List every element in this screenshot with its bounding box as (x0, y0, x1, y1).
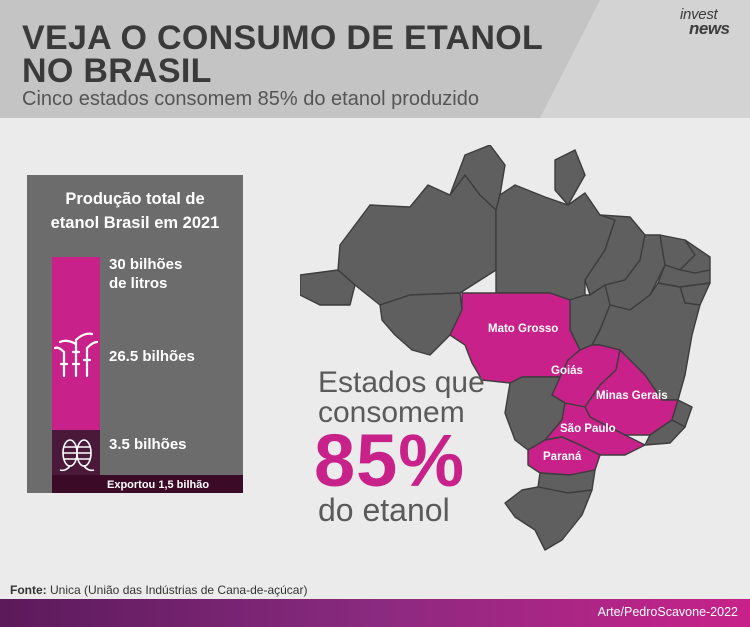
state-amazonas (337, 174, 497, 306)
sugarcane-icon (54, 332, 98, 378)
state-label-sao-paulo: São Paulo (560, 423, 616, 435)
total-production-label: 30 bilhões de litros (109, 256, 183, 292)
state-label-mato-grosso: Mato Grosso (488, 323, 559, 335)
statement-line-1: Estados que (318, 366, 485, 399)
domestic-volume-label: 26.5 bilhões (109, 348, 195, 365)
state-label-parana: Paraná (543, 451, 582, 463)
state-rio-grande-do-sul (504, 486, 593, 551)
statement-line-2: consomem (318, 396, 465, 429)
statement-line-3: do etanol (318, 492, 450, 528)
page-subtitle: Cinco estados consomem 85% do etanol pro… (22, 88, 479, 110)
source-text: Unica (União das Indústrias de Cana-de-a… (46, 583, 308, 597)
header-panel (0, 0, 600, 118)
state-label-goias: Goiás (551, 365, 583, 377)
art-credit: Arte/PedroScavone-2022 (597, 605, 738, 619)
card-title: Produção total de etanol Brasil em 2021 (50, 190, 220, 232)
logo-text-invest: invest (680, 6, 718, 23)
exported-note: Exportou 1,5 bilhão (107, 479, 210, 491)
percentage-highlight: 85% (314, 419, 466, 502)
footer-bar: Arte/PedroScavone-2022 (0, 599, 750, 627)
state-rondonia (379, 292, 463, 356)
states-statement: Estados que consomem (318, 368, 485, 428)
investnews-logo: invest news (680, 6, 730, 38)
bar-exported (52, 475, 243, 493)
source-label: Fonte: (10, 583, 47, 597)
other-volume-label: 3.5 bilhões (109, 436, 187, 453)
corn-icon (59, 439, 95, 472)
state-acre (300, 269, 356, 306)
page-title: VEJA O CONSUMO DE ETANOL NO BRASIL (22, 19, 544, 90)
state-rio-de-janeiro (644, 419, 686, 446)
logo-text-news: news (689, 19, 730, 38)
brazil-map (300, 145, 711, 551)
production-card: Produção total de etanol Brasil em 2021 (27, 175, 243, 493)
state-amapa (554, 149, 586, 206)
state-parana (527, 436, 601, 476)
state-label-minas-gerais: Minas Gerais (596, 390, 668, 402)
source-note: Fonte: Unica (União das Indústrias de Ca… (10, 583, 307, 597)
